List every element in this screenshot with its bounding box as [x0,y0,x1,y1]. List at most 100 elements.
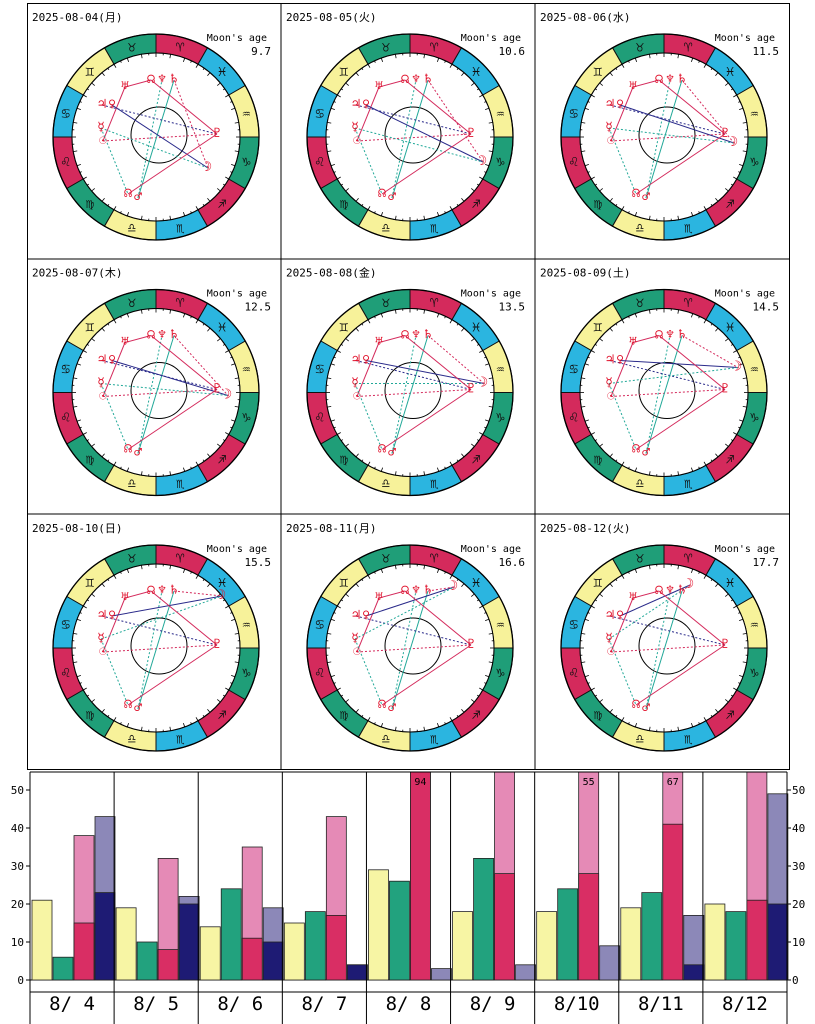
jupiter-icon: ♃ [352,608,360,623]
capricorn-sign-icon: ♑ [750,665,759,681]
mercury-icon: ☿ [351,120,359,135]
aries-sign-icon: ♈ [684,551,693,567]
degree-tick [333,101,336,103]
degree-tick [677,726,679,731]
moon-icon: ☽ [204,159,212,175]
aspect-line [658,590,726,646]
degree-tick [101,709,105,713]
center-circle [638,617,696,675]
degree-tick [461,72,465,76]
pisces-sign-icon: ♓ [472,319,480,335]
bar [73,922,95,981]
degree-tick [395,565,397,570]
degree-tick [355,709,359,713]
degree-tick [715,453,719,458]
degree-tick [436,467,440,472]
degree-tick [742,633,747,635]
capricorn-sign-icon: ♑ [242,410,251,426]
mars-icon: ♂ [388,701,396,716]
degree-tick [374,571,376,574]
degree-tick [621,575,625,579]
degree-tick [107,203,110,207]
leo-sign-icon: ♌ [569,410,578,426]
degree-tick [449,206,453,210]
degree-tick [594,183,598,186]
degree-tick [444,722,446,725]
degree-tick [609,72,613,76]
libra-sign-icon: ♎ [382,476,390,492]
degree-tick [609,327,613,332]
degree-tick [599,699,603,703]
sagittarius-sign-icon: ♐ [472,452,480,468]
bar [746,899,768,981]
degree-tick [628,316,630,319]
outer-ring [52,33,260,241]
degree-tick [340,694,344,697]
mercury-icon: ☿ [351,631,359,646]
degree-tick [591,94,595,98]
aspect-line [427,335,485,384]
degree-tick [361,323,364,326]
aspect-line [391,590,417,710]
moon-age-label: Moon's age [461,289,521,300]
degree-tick [471,443,475,447]
degree-tick [333,612,336,614]
degree-tick [395,54,397,59]
jupiter-icon: ♃ [352,97,360,112]
degree-tick [202,578,205,582]
aspect-line [681,584,691,592]
degree-tick [345,593,349,597]
degree-tick [231,107,236,111]
node-icon: ☊ [401,583,409,598]
aspect-line [632,79,660,88]
degree-tick [581,661,586,663]
aquarius-sign-icon: ♒ [242,106,250,122]
degree-tick [91,443,95,447]
y-tick-label-left: 20 [11,898,24,911]
degree-tick [195,64,199,68]
degree-tick [703,206,707,210]
degree-tick [738,101,741,103]
moon-age-value: 9.7 [251,45,271,58]
x-category-label: 8/10 [554,993,600,1015]
sun-icon: ☉ [99,133,107,148]
node-icon: ☊ [124,442,132,457]
degree-tick [86,599,90,602]
uranus-icon: ♅ [375,79,383,94]
mercury-icon: ☿ [97,631,105,646]
neptune-icon: ♆ [666,72,674,87]
bar [346,964,368,981]
degree-tick [621,319,625,324]
aspect-line [137,79,163,199]
degree-tick [710,578,713,582]
degree-tick [190,211,192,214]
degree-tick [733,350,737,353]
mars-icon: ♂ [642,446,650,461]
degree-tick [222,439,226,442]
degree-tick [345,188,349,192]
degree-tick [230,426,233,429]
degree-tick [444,211,446,214]
degree-tick [584,363,589,366]
degree-tick [345,699,349,703]
degree-tick [83,605,87,609]
virgo-sign-icon: ♍ [340,707,348,723]
moon-age-label: Moon's age [207,544,267,555]
aspect-line [391,79,417,199]
aspect-line [356,597,380,653]
aspect-line [381,389,472,450]
aries-sign-icon: ♈ [430,551,439,567]
pisces-sign-icon: ♓ [218,64,226,80]
degree-tick [581,122,586,124]
degree-tick [698,60,700,63]
uranus-icon: ♅ [121,335,129,350]
degree-tick [484,612,487,614]
degree-tick [380,57,384,62]
degree-tick [476,439,480,442]
degree-tick [355,327,359,332]
sagittarius-sign-icon: ♐ [218,707,226,723]
aspect-line [391,79,429,199]
cancer-sign-icon: ♋ [315,106,323,122]
